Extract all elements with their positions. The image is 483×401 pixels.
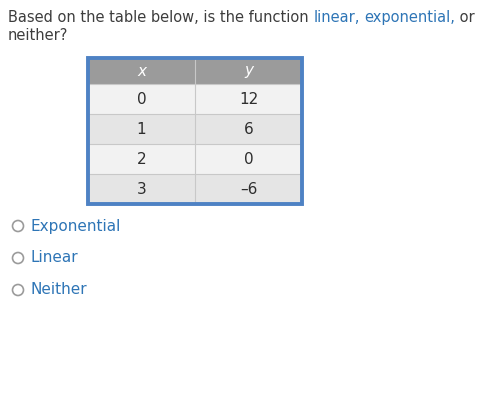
Text: 1: 1 bbox=[137, 122, 146, 136]
Bar bbox=[195, 144, 302, 174]
Bar bbox=[195, 58, 302, 84]
Text: neither?: neither? bbox=[8, 28, 69, 43]
Bar bbox=[88, 174, 195, 204]
Text: 0: 0 bbox=[244, 152, 253, 166]
Text: Exponential: Exponential bbox=[30, 219, 121, 233]
Bar bbox=[88, 58, 302, 204]
Bar bbox=[88, 58, 195, 84]
Bar bbox=[195, 174, 302, 204]
Text: linear,: linear, bbox=[313, 10, 360, 25]
Text: 3: 3 bbox=[137, 182, 146, 196]
Text: or: or bbox=[455, 10, 475, 25]
Text: x: x bbox=[137, 63, 146, 79]
Text: –6: –6 bbox=[240, 182, 257, 196]
Bar bbox=[88, 144, 195, 174]
Text: y: y bbox=[244, 63, 253, 79]
Text: 2: 2 bbox=[137, 152, 146, 166]
Bar bbox=[195, 114, 302, 144]
Text: Neither: Neither bbox=[30, 282, 87, 298]
Text: exponential,: exponential, bbox=[364, 10, 455, 25]
Bar bbox=[88, 84, 195, 114]
Text: 6: 6 bbox=[243, 122, 254, 136]
Text: 12: 12 bbox=[239, 91, 258, 107]
Text: Linear: Linear bbox=[30, 251, 78, 265]
Text: 0: 0 bbox=[137, 91, 146, 107]
Bar bbox=[195, 84, 302, 114]
Bar bbox=[88, 114, 195, 144]
Text: Based on the table below, is the function: Based on the table below, is the functio… bbox=[8, 10, 313, 25]
